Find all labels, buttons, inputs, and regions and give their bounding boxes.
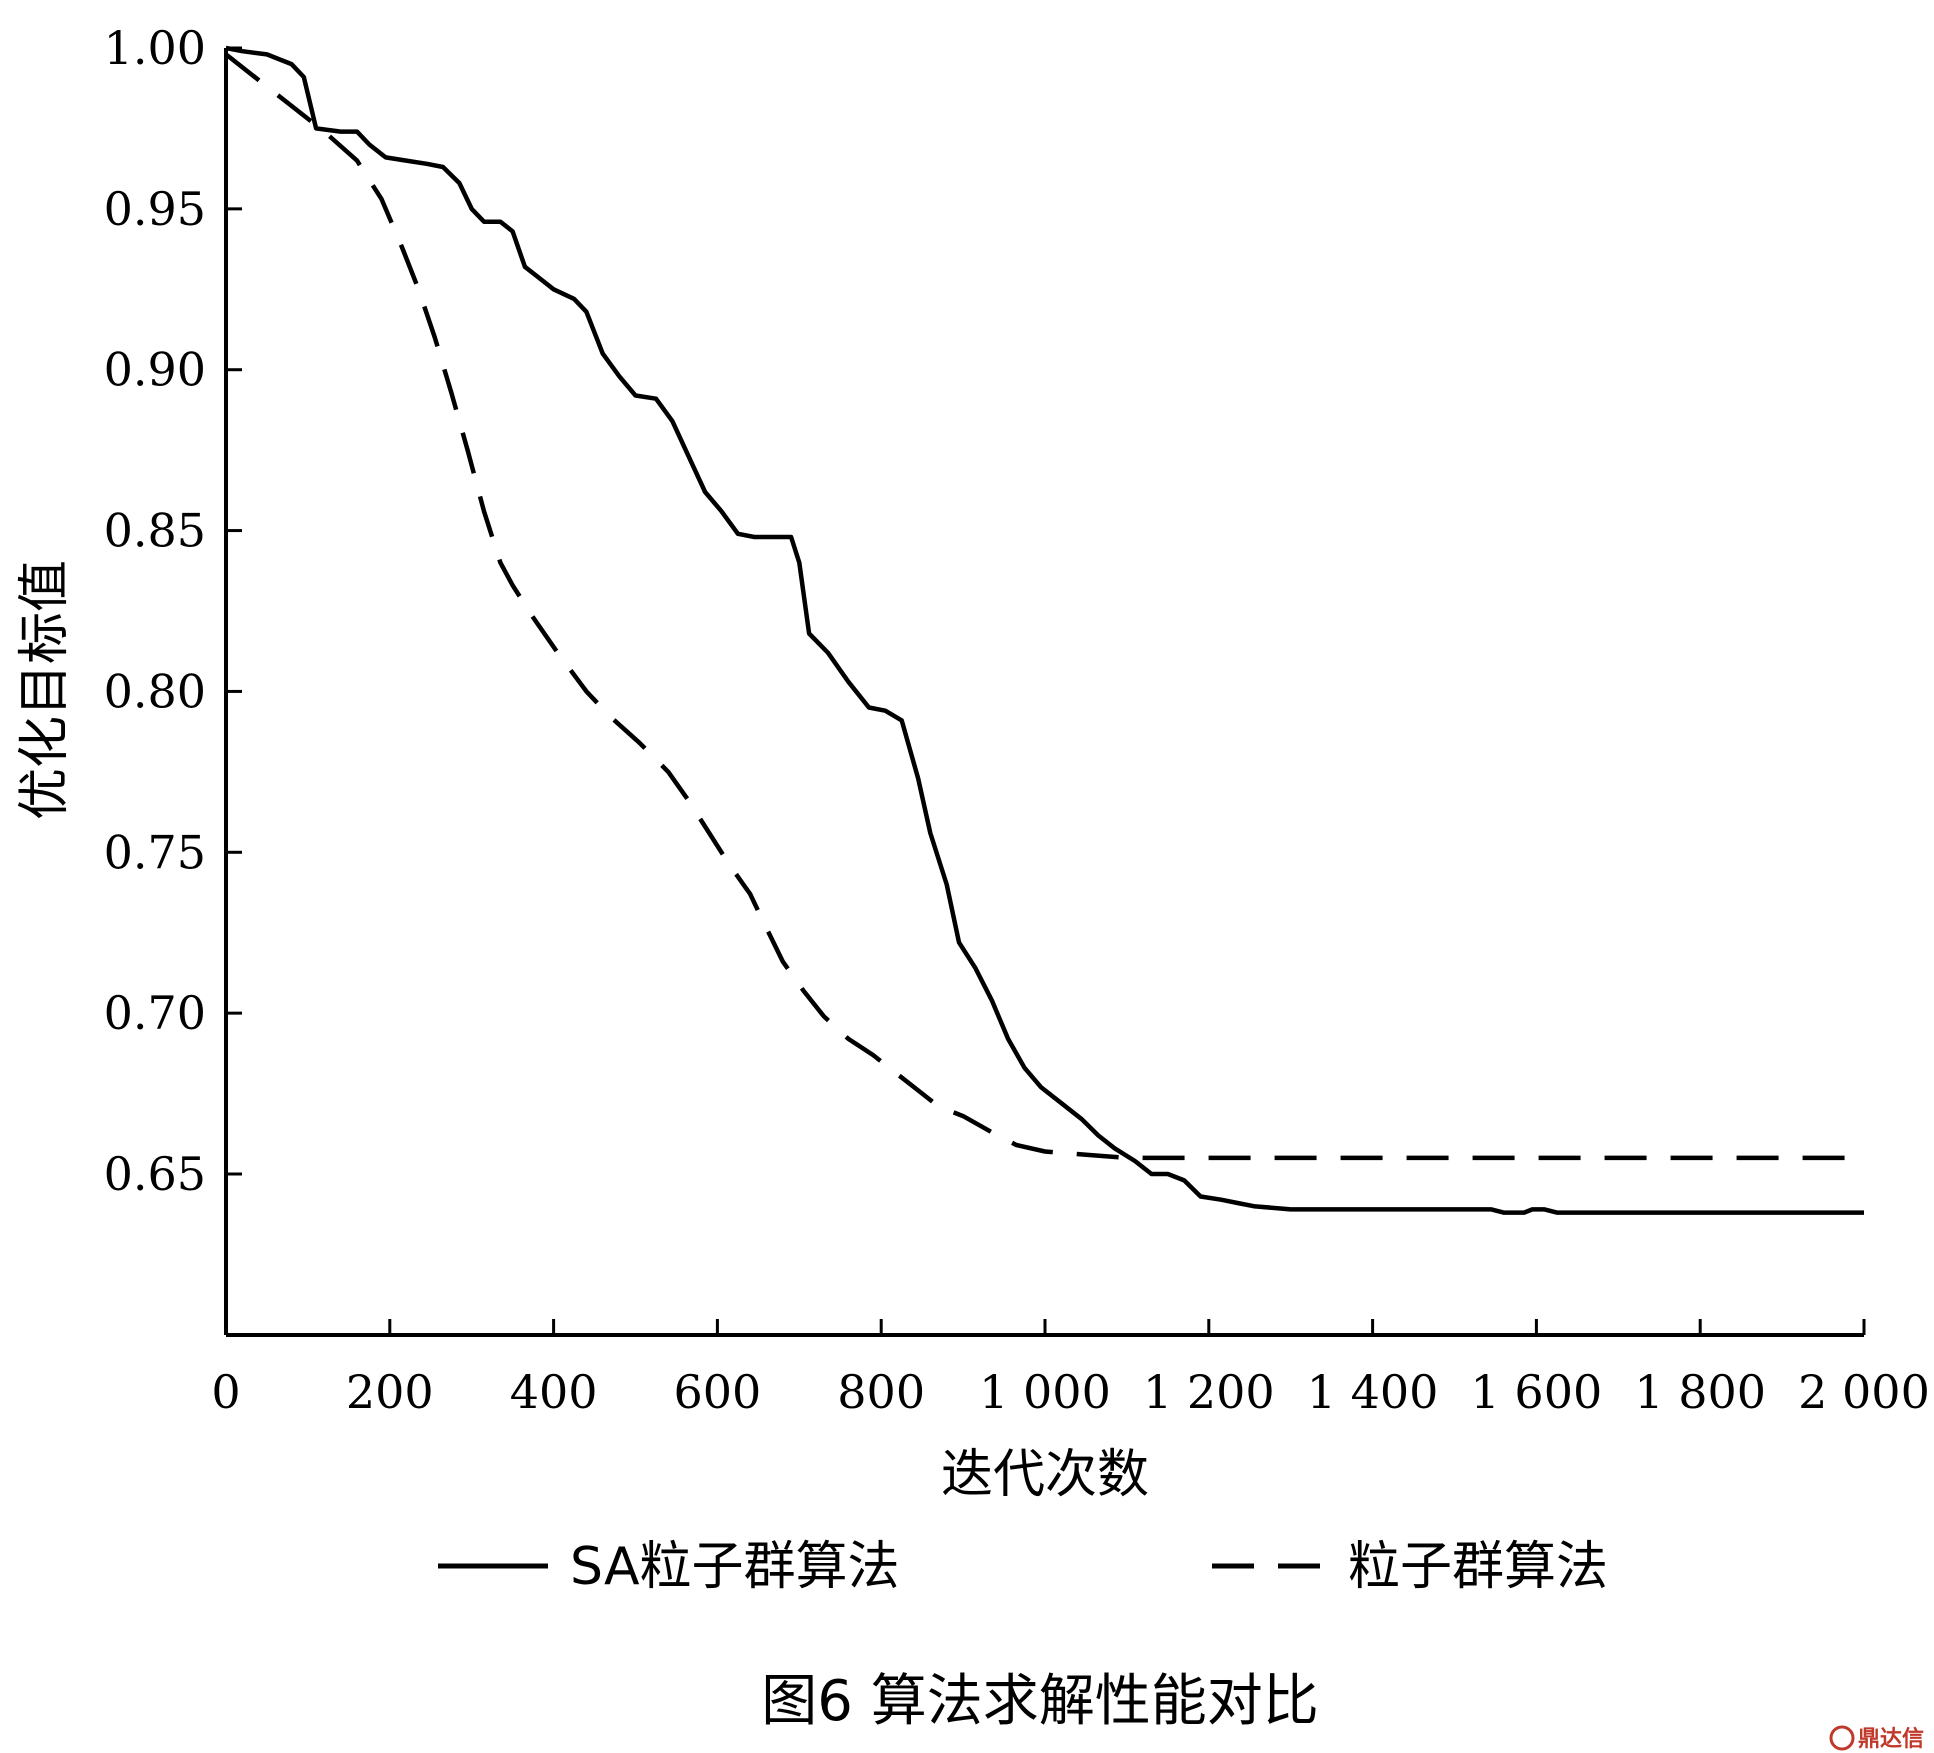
x-tick-label: 200 — [346, 1365, 434, 1419]
y-tick-label: 0.95 — [104, 182, 206, 236]
x-tick-label: 1 400 — [1307, 1365, 1439, 1419]
x-axis-title: 迭代次数 — [941, 1445, 1149, 1505]
series-line-pso — [224, 52, 1864, 1161]
legend-label-sa-pso: SA粒子群算法 — [570, 1537, 900, 1597]
legend-label-pso: 粒子群算法 — [1348, 1537, 1608, 1597]
watermark-logo-icon — [1829, 1725, 1855, 1751]
y-tick-label: 0.80 — [104, 664, 206, 718]
figure-caption: 图6 算法求解性能对比 — [761, 1669, 1318, 1734]
x-tick-label: 2 000 — [1798, 1365, 1930, 1419]
x-ticks: 0 200 400 600 800 1 000 1 200 1 400 1 600 1 800 2 … — [211, 1319, 1930, 1419]
series-line-sa-pso — [225, 45, 1864, 1215]
x-tick-label: 1 000 — [979, 1365, 1111, 1419]
x-tick-label: 1 800 — [1634, 1365, 1766, 1419]
y-tick-label: 0.85 — [104, 504, 206, 558]
watermark-logo: 鼎达信 — [1829, 1725, 1924, 1752]
x-tick-label: 800 — [837, 1365, 925, 1419]
x-tick-label: 400 — [510, 1365, 598, 1419]
y-axis-title: 优化目标值 — [15, 560, 75, 820]
y-tick-label: 0.70 — [104, 986, 206, 1040]
x-tick-label: 0 — [211, 1365, 240, 1419]
y-tick-label: 0.65 — [104, 1147, 206, 1201]
legend: SA粒子群算法 粒子群算法 — [438, 1537, 1608, 1597]
y-ticks: 0.65 0.70 0.75 0.80 0.85 0.90 0.95 1.00 — [104, 21, 242, 1201]
y-tick-label: 0.75 — [104, 825, 206, 879]
watermark-text: 鼎达信 — [1858, 1726, 1924, 1752]
series-layer — [224, 45, 1864, 1215]
x-tick-label: 1 600 — [1471, 1365, 1603, 1419]
y-tick-label: 0.90 — [104, 343, 206, 397]
y-tick-label: 1.00 — [104, 21, 206, 75]
x-tick-label: 1 200 — [1143, 1365, 1275, 1419]
chart-axes — [224, 48, 1864, 1337]
x-tick-label: 600 — [673, 1365, 761, 1419]
